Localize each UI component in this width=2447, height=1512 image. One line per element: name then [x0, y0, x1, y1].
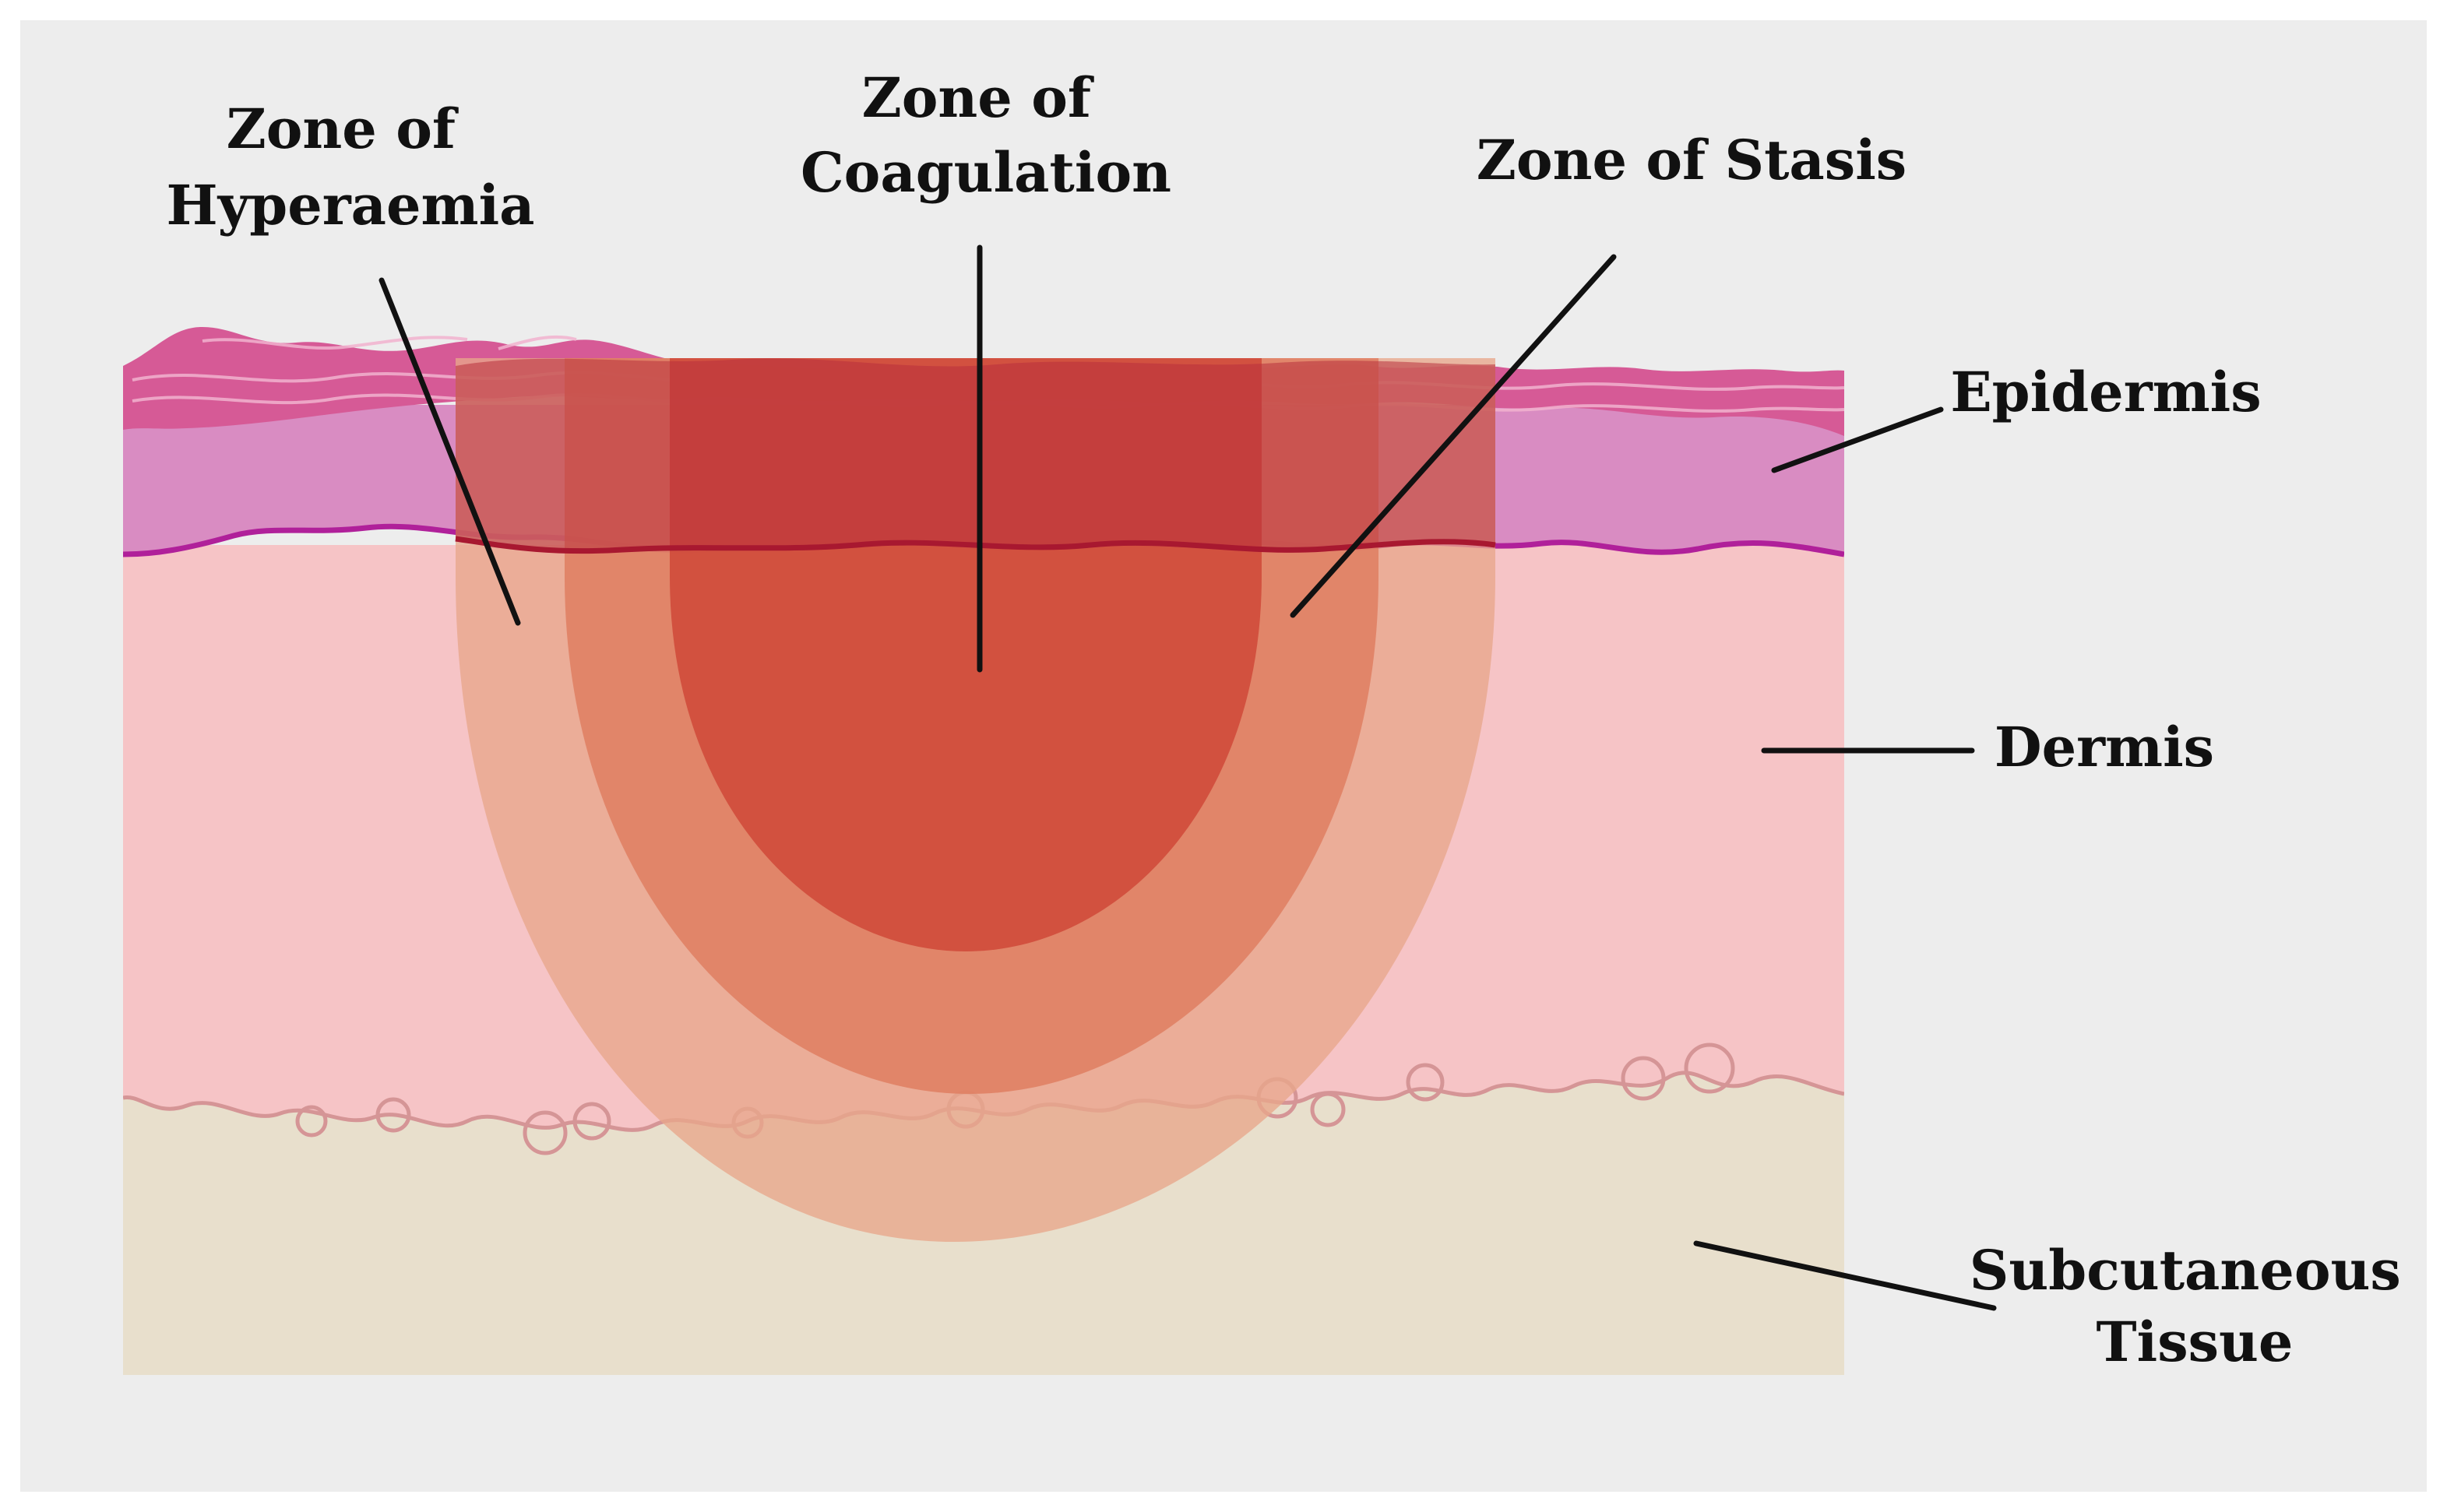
zone-of-stasis-label: Zone of Stasis: [1477, 128, 1907, 192]
burned-basement-line: [455, 536, 1496, 554]
zone-of-hyperaemia-label-line1: Zone of: [227, 97, 459, 161]
zone-of-coagulation-label: Zone of Coagulation: [801, 65, 1171, 205]
diagram-background: Zone of Hyperaemia Zone of Coagulation Z…: [20, 20, 2427, 1492]
burned-epidermis: [456, 358, 1495, 551]
epidermis-leader-line: [1771, 406, 1944, 473]
dermis-label: Dermis: [1995, 715, 2214, 779]
hyperaemia-leader-line: [378, 277, 521, 626]
zone-of-coagulation-label-line2: Coagulation: [801, 140, 1171, 205]
subcutaneous-leader-line: [1693, 1240, 1997, 1311]
epidermis-label: Epidermis: [1950, 360, 2261, 424]
burn-zones-diagram: Zone of Hyperaemia Zone of Coagulation Z…: [123, 65, 2420, 1375]
leader-lines: [378, 244, 1997, 1311]
stasis-leader-line: [1290, 254, 1617, 618]
subcutaneous-tissue-label-line2: Tissue: [2097, 1310, 2294, 1374]
subcutaneous-tissue-label: Subcutaneous Tissue: [1970, 1238, 2420, 1374]
skin-cross-section: [123, 327, 1844, 1375]
zone-of-hyperaemia-label-line2: Hyperaemia: [166, 173, 534, 237]
zone-of-coagulation-label-line1: Zone of: [862, 65, 1094, 130]
zone-of-hyperaemia-label: Zone of Hyperaemia: [166, 97, 534, 237]
subcutaneous-tissue-label-line1: Subcutaneous: [1970, 1238, 2401, 1303]
